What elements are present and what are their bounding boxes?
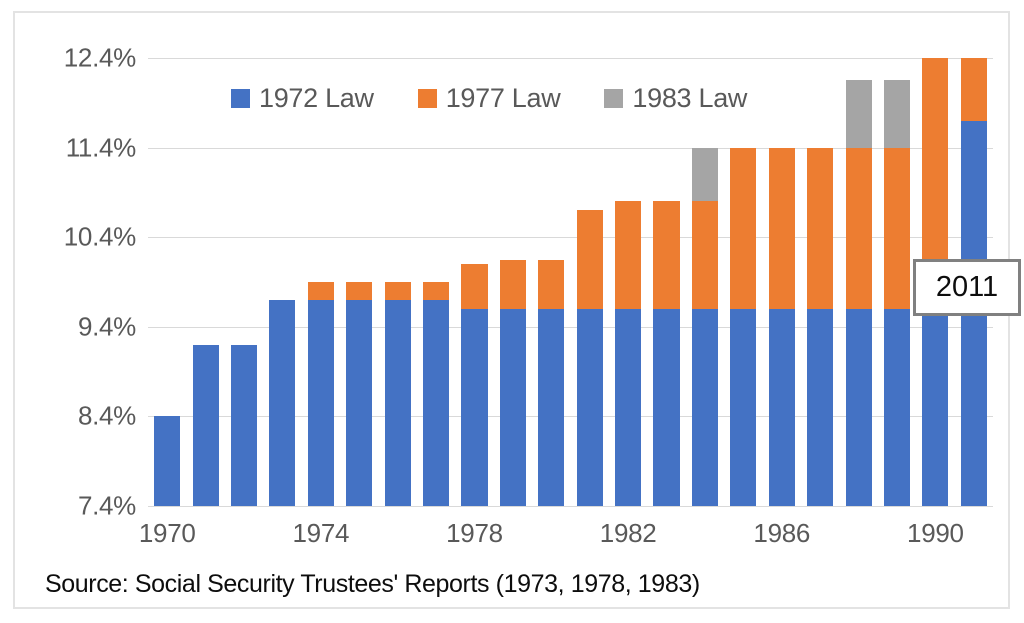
bar-group — [576, 58, 603, 506]
y-axis-tick-label: 12.4% — [63, 42, 137, 73]
bar-group — [269, 58, 296, 506]
bar-segment-1972-law — [922, 308, 949, 506]
annotation-2011-text: 2011 — [935, 271, 999, 303]
bar-segment-1972-law — [346, 299, 373, 506]
gridline — [148, 506, 993, 507]
bar-segment-1972-law — [230, 344, 258, 506]
bar-segment-1972-law — [499, 308, 526, 506]
bar-group — [154, 58, 181, 506]
bar-segment-1972-law — [269, 299, 296, 506]
legend-label: 1983 Law — [632, 83, 748, 113]
x-axis-tick-label: 1982 — [599, 518, 657, 548]
bar-segment-1977-law — [730, 147, 757, 309]
bar-segment-1977-law — [346, 282, 373, 300]
y-axis-tick-label: 8.4% — [77, 400, 136, 431]
bar-segment-1972-law — [461, 308, 488, 506]
bar-segment-1972-law — [730, 308, 757, 506]
legend-item[interactable]: 1983 Law — [604, 83, 747, 114]
gridline — [148, 416, 993, 418]
bar-segment-1972-law — [192, 344, 219, 506]
bar-group — [499, 58, 526, 506]
bar-segment-1977-law — [768, 147, 795, 309]
bar-segment-1983-law — [845, 80, 872, 148]
y-axis-tick-label: 9.4% — [77, 311, 136, 342]
bar-segment-1972-law — [653, 308, 680, 506]
bar-segment-1977-law — [384, 282, 411, 300]
bar-segment-1972-law — [615, 308, 642, 506]
bar-segment-1972-law — [538, 308, 565, 506]
bar-segment-1972-law — [307, 299, 334, 506]
chart-legend: 1972 Law 1977 Law 1983 Law — [231, 83, 747, 114]
bar-group — [615, 58, 642, 506]
bar-group — [691, 58, 718, 506]
bar-segment-1983-law — [883, 80, 911, 148]
bar-segment-1977-law — [538, 259, 565, 309]
bar-group — [807, 58, 834, 506]
bar-segment-1972-law — [154, 416, 181, 506]
x-axis-tick-label: 1978 — [446, 518, 503, 548]
bar-segment-1972-law — [807, 308, 834, 506]
x-axis-tick-label: 1986 — [753, 518, 811, 548]
bar-segment-1977-law — [307, 282, 334, 300]
bar-group — [653, 58, 680, 506]
source-note: Source: Social Security Trustees' Report… — [45, 570, 700, 598]
bar-group — [461, 58, 488, 506]
legend-swatch-icon — [604, 89, 624, 108]
bar-segment-1977-law — [960, 58, 987, 121]
bar-group — [230, 58, 258, 506]
x-axis: 1970 1974 1978 1982 1986 1990 — [139, 518, 993, 554]
annotation-2011-label: 2011 — [913, 259, 1021, 316]
bar-segment-1977-law — [615, 201, 642, 309]
legend-item[interactable]: 1972 Law — [231, 83, 374, 114]
legend-swatch-icon — [417, 89, 437, 108]
bar-group — [730, 58, 757, 506]
gridline — [148, 58, 993, 59]
bar-segment-1977-law — [499, 259, 526, 309]
bar-segment-1977-law — [576, 210, 603, 309]
x-axis-tick-label: 1990 — [907, 518, 964, 548]
y-axis: 7.4% 8.4% 9.4% 10.4% 11.4% 12.4% — [38, 43, 137, 521]
bar-group — [423, 58, 450, 506]
x-axis-tick-label: 1970 — [138, 518, 196, 548]
bar-segment-1972-law — [691, 308, 718, 506]
bar-group — [538, 58, 565, 506]
bar-segment-1977-law — [691, 201, 718, 309]
bar-group — [307, 58, 334, 506]
y-axis-tick-label: 10.4% — [63, 221, 137, 252]
bar-group — [384, 58, 411, 506]
bar-group — [845, 58, 872, 506]
y-axis-tick-label: 7.4% — [77, 490, 136, 521]
chart-container: 7.4% 8.4% 9.4% 10.4% 11.4% 12.4% 1970 1974 1978… — [13, 11, 1021, 609]
plot-area — [148, 58, 993, 507]
bar-segment-1972-law — [423, 299, 450, 506]
bar-segment-1977-law — [807, 147, 834, 309]
bar-group — [883, 58, 911, 506]
x-axis-tick-label: 1974 — [292, 518, 350, 548]
gridline — [148, 326, 993, 328]
bar-segment-1977-law — [461, 264, 488, 309]
legend-label: 1977 Law — [445, 83, 561, 113]
bar-segment-1977-law — [423, 282, 450, 300]
y-axis-tick-label: 11.4% — [65, 132, 137, 163]
bar-segment-1972-law — [384, 299, 411, 506]
bar-segment-1983-law — [691, 147, 718, 202]
legend-item[interactable]: 1977 Law — [417, 83, 561, 114]
bar-segment-1977-law — [845, 147, 872, 309]
gridline — [148, 147, 993, 149]
bar-group — [192, 58, 219, 506]
bar-group — [768, 58, 795, 506]
legend-label: 1972 Law — [259, 83, 374, 113]
bar-segment-1977-law — [653, 201, 680, 309]
bar-segment-1972-law — [768, 308, 795, 506]
bar-segment-1972-law — [883, 308, 911, 506]
bar-group — [346, 58, 373, 506]
gridline — [148, 237, 993, 239]
legend-swatch-icon — [231, 89, 250, 108]
bar-segment-1972-law — [576, 308, 603, 506]
bar-segment-1972-law — [845, 308, 872, 506]
bar-segment-1977-law — [883, 147, 911, 309]
